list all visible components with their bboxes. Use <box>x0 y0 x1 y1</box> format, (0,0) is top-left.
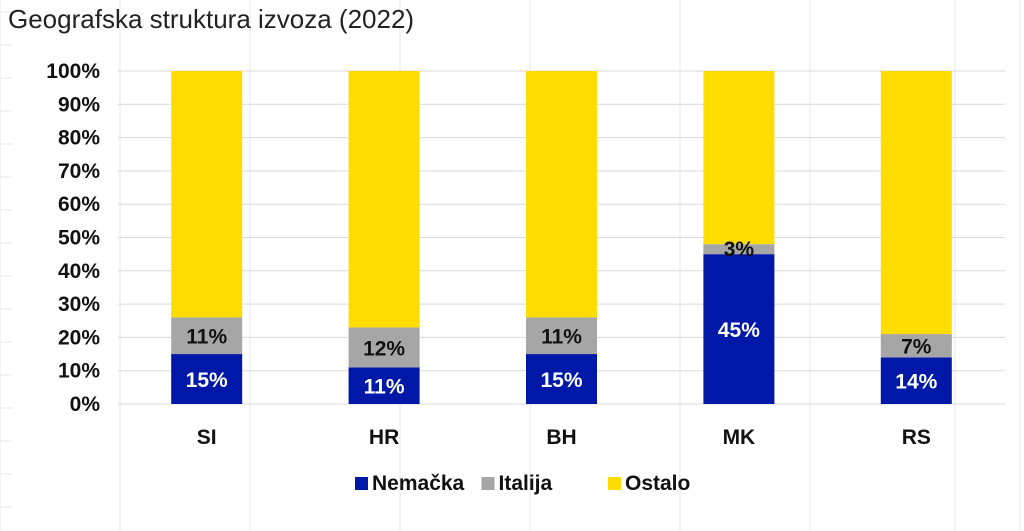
data-label: 15% <box>540 369 582 392</box>
bar-hr-ostalo <box>348 71 420 328</box>
bar-bh-italija <box>526 317 597 355</box>
data-label: 3% <box>724 238 755 261</box>
y-tick-label: 100% <box>46 60 100 83</box>
legend-label: Nemačka <box>372 472 465 495</box>
legend-label: Italija <box>499 472 553 495</box>
bar-mk-nemacka <box>703 254 775 404</box>
chart-data-labels: 15% 11% 11% 12% 15% 11% 45% 3% 14% 7% <box>186 238 938 399</box>
y-tick-label: 40% <box>58 260 100 283</box>
bar-si-italija <box>171 317 243 355</box>
legend-swatch <box>481 477 495 490</box>
x-category-label: HR <box>369 426 399 449</box>
bar-si-ostalo <box>171 71 243 318</box>
y-tick-label: 70% <box>58 160 100 183</box>
y-tick-label: 30% <box>58 293 100 316</box>
data-label: 7% <box>901 336 932 359</box>
data-label: 11% <box>186 326 227 349</box>
y-tick-label: 10% <box>58 360 100 383</box>
chart-legend: Nemačka Italija Ostalo <box>355 472 690 495</box>
data-label: 12% <box>363 337 405 360</box>
chart-bars <box>171 71 952 404</box>
y-tick-label: 60% <box>58 193 100 216</box>
x-axis-categories: SI HR BH MK RS <box>197 426 931 449</box>
data-label: 45% <box>718 319 760 342</box>
bar-mk-ostalo <box>703 71 775 245</box>
legend-swatch <box>608 477 621 490</box>
bar-rs-italija <box>880 334 952 358</box>
x-category-label: MK <box>723 426 756 449</box>
legend-swatch <box>355 477 368 490</box>
bar-hr-italija <box>348 327 420 368</box>
y-tick-label: 90% <box>58 93 100 116</box>
y-axis-ticks: 0% 10% 20% 30% 40% 50% 60% 70% 80% 90% 100% <box>46 60 100 416</box>
bar-rs-nemacka <box>880 357 952 404</box>
bar-bh-nemacka <box>526 354 597 404</box>
bar-rs-ostalo <box>880 71 952 335</box>
bar-si-nemacka <box>171 354 243 404</box>
data-label: 14% <box>895 371 937 394</box>
bar-hr-nemacka <box>348 367 420 404</box>
x-category-label: RS <box>902 426 931 449</box>
bar-bh-ostalo <box>526 71 597 318</box>
y-tick-label: 20% <box>58 326 100 349</box>
data-label: 11% <box>541 326 582 349</box>
data-label: 11% <box>364 376 405 399</box>
y-tick-label: 0% <box>70 393 101 416</box>
legend-label: Ostalo <box>625 472 690 495</box>
x-category-label: BH <box>546 426 576 449</box>
y-tick-label: 50% <box>58 227 100 250</box>
bar-mk-italija <box>703 244 775 255</box>
data-label: 15% <box>186 369 228 392</box>
y-tick-label: 80% <box>58 127 100 150</box>
chart-title: Geografska struktura izvoza (2022) <box>8 4 415 34</box>
x-category-label: SI <box>197 426 217 449</box>
